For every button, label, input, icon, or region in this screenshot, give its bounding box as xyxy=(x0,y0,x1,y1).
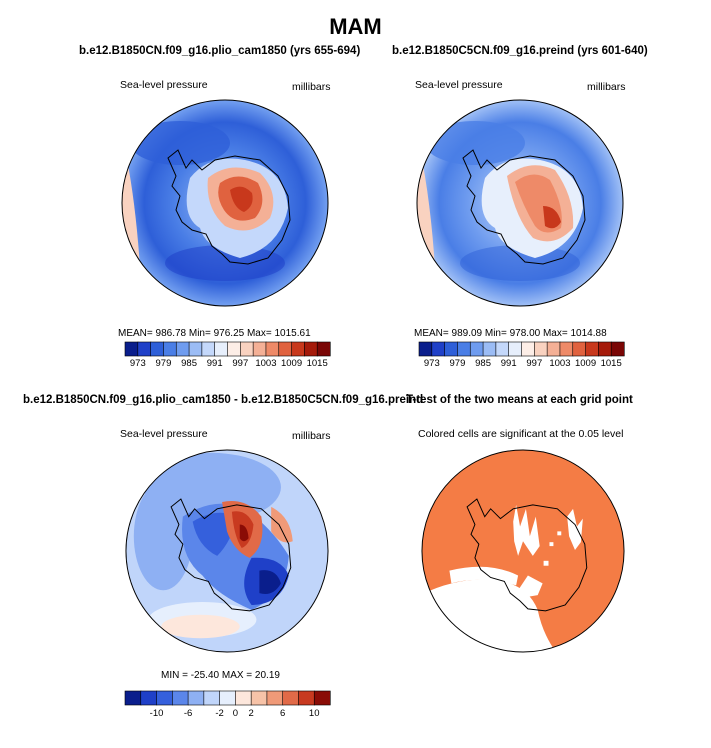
colorbar-swatch xyxy=(137,341,152,357)
colorbar-tick-label: 997 xyxy=(232,358,249,369)
colorbar-swatch xyxy=(482,341,497,357)
colorbar-swatch xyxy=(172,690,189,706)
colorbar-swatch xyxy=(124,690,142,706)
colorbar-swatch xyxy=(175,341,190,357)
colorbar-tick-label: 973 xyxy=(129,358,146,369)
colorbar-swatch xyxy=(203,690,221,706)
panel-4-note: Colored cells are significant at the 0.0… xyxy=(418,428,624,440)
colorbar-swatch xyxy=(521,341,535,357)
colorbar-swatch xyxy=(534,341,548,357)
panel-3-variable: Sea-level pressure xyxy=(120,428,208,440)
colorbar-tick-label: 979 xyxy=(449,358,466,369)
colorbar-tick-label: 10 xyxy=(308,708,320,719)
colorbar-tick-label: 991 xyxy=(206,358,223,369)
colorbar-tick-label: 997 xyxy=(526,358,543,369)
panel-2-colorbar xyxy=(418,341,625,357)
panel-2-units: millibars xyxy=(587,81,626,93)
colorbar-swatch xyxy=(313,690,331,706)
colorbar-swatch xyxy=(546,341,561,357)
panel-2-colorbar-labels: 973 979 985 991 997 1003 1009 1015 xyxy=(419,358,624,372)
colorbar-swatch xyxy=(266,690,284,706)
panel-2-title: b.e12.B1850C5CN.f09_g16.preind (yrs 601-… xyxy=(392,45,648,57)
colorbar-swatch xyxy=(265,341,280,357)
colorbar-swatch xyxy=(431,341,446,357)
panel-3-map xyxy=(125,449,329,653)
colorbar-swatch xyxy=(304,341,318,357)
colorbar-tick-label: -6 xyxy=(183,708,193,719)
colorbar-swatch xyxy=(201,341,216,357)
colorbar-swatch xyxy=(150,341,165,357)
colorbar-tick-label: 979 xyxy=(155,358,172,369)
colorbar-swatch xyxy=(140,690,158,706)
panel-3-stats: MIN = -25.40 MAX = 20.19 xyxy=(161,670,280,681)
panel-1-title: b.e12.B1850CN.f09_g16.plio_cam1850 (yrs … xyxy=(79,45,361,57)
panel-3-colorbar-labels: -10 -6 -2 0 2 6 10 xyxy=(125,708,330,722)
colorbar-tick-label: 991 xyxy=(500,358,517,369)
colorbar-swatch xyxy=(572,341,587,357)
colorbar-swatch xyxy=(219,690,236,706)
panel-4-title: T-test of the two means at each grid poi… xyxy=(406,394,633,406)
panel-3-colorbar xyxy=(124,690,331,706)
colorbar-tick-label: 985 xyxy=(475,358,491,369)
panel-1-stats: MEAN= 986.78 Min= 976.25 Max= 1015.61 xyxy=(118,328,311,339)
colorbar-tick-label: 1003 xyxy=(549,358,571,369)
colorbar-tick-label: 1015 xyxy=(600,358,622,369)
panel-2-variable: Sea-level pressure xyxy=(415,79,503,91)
colorbar-tick-label: 1015 xyxy=(306,358,328,369)
colorbar-tick-label: -10 xyxy=(149,708,164,719)
colorbar-swatch xyxy=(235,690,252,706)
colorbar-swatch xyxy=(298,690,315,706)
colorbar-swatch xyxy=(188,341,203,357)
colorbar-swatch xyxy=(214,341,229,357)
colorbar-swatch xyxy=(278,341,293,357)
colorbar-swatch xyxy=(508,341,523,357)
colorbar-tick-label: 0 xyxy=(232,708,239,719)
panel-4-map xyxy=(421,449,625,653)
colorbar-swatch xyxy=(559,341,574,357)
colorbar-swatch xyxy=(585,341,599,357)
panel-1-map xyxy=(121,99,329,307)
colorbar-swatch xyxy=(240,341,254,357)
colorbar-swatch xyxy=(163,341,177,357)
panel-1-colorbar-labels: 973 979 985 991 997 1003 1009 1015 xyxy=(125,358,330,372)
colorbar-swatch xyxy=(469,341,484,357)
panel-1-units: millibars xyxy=(292,81,331,93)
colorbar-tick-label: 1003 xyxy=(255,358,277,369)
colorbar-swatch xyxy=(252,341,267,357)
colorbar-swatch xyxy=(418,341,433,357)
colorbar-tick-label: 6 xyxy=(280,708,286,719)
colorbar-swatch xyxy=(187,690,205,706)
colorbar-tick-label: 1009 xyxy=(574,358,597,369)
colorbar-tick-label: 985 xyxy=(181,358,197,369)
colorbar-swatch xyxy=(124,341,139,357)
colorbar-swatch xyxy=(282,690,300,706)
panel-2-stats: MEAN= 989.09 Min= 978.00 Max= 1014.88 xyxy=(414,328,607,339)
colorbar-tick-label: 2 xyxy=(248,708,254,719)
colorbar-swatch xyxy=(156,690,173,706)
colorbar-swatch xyxy=(444,341,459,357)
panel-3-units: millibars xyxy=(292,430,331,442)
colorbar-swatch xyxy=(250,690,268,706)
colorbar-swatch xyxy=(227,341,241,357)
colorbar-swatch xyxy=(316,341,331,357)
colorbar-tick-label: 1009 xyxy=(280,358,303,369)
panel-3-title: b.e12.B1850CN.f09_g16.plio_cam1850 - b.e… xyxy=(23,394,424,406)
panel-1-variable: Sea-level pressure xyxy=(120,79,208,91)
colorbar-swatch xyxy=(457,341,471,357)
colorbar-tick-label: -2 xyxy=(215,708,224,719)
panel-2-map xyxy=(416,99,624,307)
colorbar-swatch xyxy=(598,341,612,357)
colorbar-swatch xyxy=(291,341,305,357)
colorbar-tick-label: 973 xyxy=(423,358,440,369)
panel-1-colorbar xyxy=(124,341,331,357)
colorbar-swatch xyxy=(610,341,625,357)
figure-title: MAM xyxy=(329,14,382,39)
colorbar-swatch xyxy=(495,341,510,357)
